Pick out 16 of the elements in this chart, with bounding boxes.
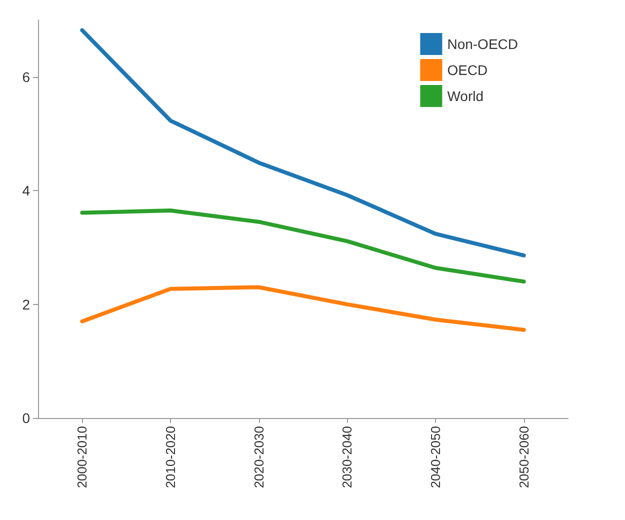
x-tick-label: 2020-2030 <box>251 426 266 488</box>
x-tick-label: 2000-2010 <box>74 426 90 488</box>
legend-label: Non-OECD <box>447 36 518 52</box>
y-tick-label: 4 <box>22 182 30 199</box>
line-series <box>80 28 526 258</box>
y-tick-label: 0 <box>22 410 30 426</box>
x-tick-label: 2050-2060 <box>516 426 532 488</box>
x-tick-label: 2040-2050 <box>428 426 443 488</box>
line-series <box>80 285 526 332</box>
x-tick-label: 2030-2040 <box>340 426 355 488</box>
y-tick-label: 6 <box>22 68 30 85</box>
line-series <box>80 208 526 284</box>
y-tick-label: 2 <box>22 296 30 312</box>
x-tick-label: 2010-2020 <box>163 426 178 488</box>
legend-label: World <box>447 88 484 104</box>
legend-label: OECD <box>447 62 488 78</box>
